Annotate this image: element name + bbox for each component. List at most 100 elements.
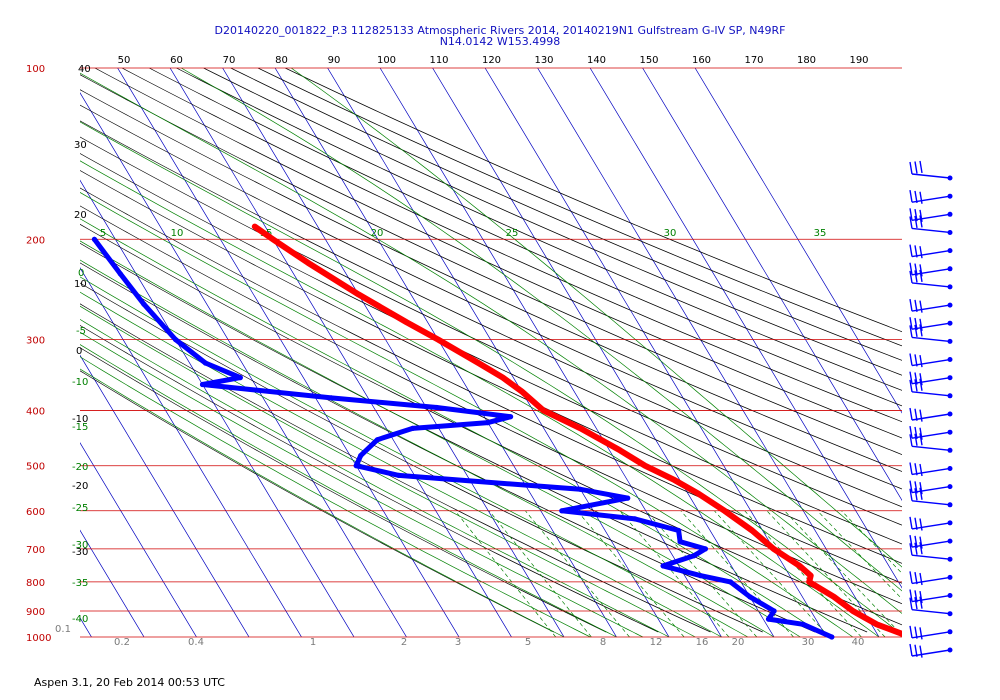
- dry-adiabat-line: [80, 282, 763, 633]
- wind-barb-flag: [919, 191, 923, 204]
- dry-adiabat-line: [80, 370, 555, 633]
- top-axis-tick-label: 150: [639, 55, 658, 66]
- wind-barb-flag: [909, 480, 913, 493]
- dewpoint-profile-line-point: [91, 236, 97, 242]
- mixing-ratio-label: 2: [401, 637, 407, 648]
- dewpoint-profile-line-point: [237, 375, 243, 381]
- wind-barb-staff: [911, 413, 951, 421]
- mixing-ratio-label: 8: [600, 637, 606, 648]
- mixing-ratio-label: 3: [455, 637, 461, 648]
- dewpoint-profile-line-point: [202, 360, 208, 366]
- wind-barb-staff: [911, 377, 951, 385]
- wind-barb-flag: [909, 208, 913, 221]
- dry-adiabat-line: [230, 68, 902, 361]
- moist-adiabat-label: -40: [72, 614, 88, 625]
- isotherm-line: [274, 68, 617, 638]
- temperature-profile-line-point: [672, 477, 678, 483]
- dry-adiabat-line: [80, 187, 902, 584]
- wind-barb-staff: [911, 322, 951, 330]
- wind-barb-flag: [909, 597, 913, 610]
- wind-barb-flag: [909, 571, 913, 584]
- moist-adiabat-top-label: 25: [506, 228, 519, 239]
- moist-adiabat-line: [80, 160, 880, 638]
- wind-barb-flag: [909, 643, 913, 657]
- dewpoint-profile-line-point: [625, 495, 631, 501]
- wind-barb-flag: [909, 325, 913, 338]
- temperature-profile-line-point: [831, 594, 837, 600]
- wind-barb-flag: [914, 542, 918, 555]
- dewpoint-profile-line-point: [727, 579, 734, 585]
- dry-adiabat-line: [80, 104, 902, 490]
- wind-barb-staff: [911, 608, 951, 615]
- mixing-ratio-label: 40: [852, 637, 865, 648]
- wind-barb-flag: [919, 518, 923, 531]
- top-axis-tick-label: 70: [223, 55, 236, 66]
- moist-adiabat-top-label: 10: [171, 228, 184, 239]
- dewpoint-profile-line-point: [676, 527, 682, 534]
- dry-adiabat-line: [80, 223, 902, 626]
- wind-barb-flag: [919, 378, 923, 391]
- wind-barb-flag: [919, 373, 923, 386]
- moist-adiabat-line: [80, 192, 853, 638]
- wind-barb-flag: [919, 487, 923, 500]
- wind-barb-flag: [909, 462, 913, 475]
- wind-barb-flag: [914, 317, 918, 331]
- temperature-profile-line-point: [404, 319, 410, 325]
- wind-barb-station: [947, 593, 953, 598]
- wind-barb-station: [947, 357, 953, 362]
- mixing-ratio-label: 30: [802, 637, 815, 648]
- temperature-profile-line-point: [475, 360, 481, 366]
- wind-barb-flag: [919, 409, 923, 422]
- top-axis-tick-label: 90: [328, 55, 341, 66]
- pressure-tick-label: 400: [26, 407, 45, 418]
- dry-adiabat-line: [285, 68, 902, 333]
- wind-barb-flag: [919, 536, 923, 549]
- pressure-tick-label: 100: [26, 64, 45, 75]
- wind-barb-staff: [911, 391, 951, 397]
- dry-adiabat-line: [80, 242, 868, 633]
- wind-barb-staff: [911, 649, 951, 657]
- dewpoint-profile-line-point: [632, 516, 638, 522]
- wind-barb-flag: [909, 190, 913, 203]
- moist-adiabat-label: -35: [72, 578, 88, 589]
- wind-barb-flag: [919, 269, 923, 282]
- wind-barb-staff: [911, 268, 951, 276]
- wind-barb-station: [947, 611, 953, 617]
- wind-barb-staff: [911, 173, 951, 179]
- wind-barb-flag: [914, 463, 918, 476]
- top-axis-tick-label: 130: [534, 55, 553, 66]
- dewpoint-profile-line-point: [434, 404, 440, 411]
- moist-adiabat-top-label: 20: [371, 228, 384, 239]
- wind-barb-flag: [914, 299, 918, 312]
- wind-barb-station: [947, 230, 953, 235]
- moist-adiabat-line: [80, 240, 801, 638]
- temperature-profile-line-point: [305, 260, 311, 266]
- top-axis-tick-label: 170: [744, 55, 763, 66]
- wind-barb-flag: [919, 246, 923, 259]
- dry-adiabat-line: [94, 68, 902, 439]
- dewpoint-profile-line-point: [141, 301, 147, 307]
- mixing-ratio-label: 0.2: [114, 637, 130, 648]
- dewpoint-profile-line-point: [374, 437, 380, 443]
- wind-barb-staff: [911, 195, 951, 203]
- dry-adiabat-line: [80, 303, 711, 633]
- isotherm-line: [80, 442, 197, 638]
- wind-barb-flag: [909, 589, 913, 602]
- dry-adiabat-line: [80, 205, 902, 605]
- wind-barb-flag: [909, 516, 913, 530]
- dewpoint-profile-line-point: [559, 508, 565, 514]
- dry-adiabat-line: [80, 347, 607, 633]
- wind-barb-flag: [919, 627, 923, 640]
- wind-barb-station: [947, 338, 953, 344]
- isotherm-line: [80, 354, 250, 638]
- dewpoint-profile-line-point: [577, 486, 584, 492]
- dry-adiabat-line: [80, 324, 659, 633]
- dewpoint-profile-line-point: [508, 414, 514, 420]
- temperature-profile-line-point: [771, 546, 777, 552]
- dry-adiabat-label: -20: [72, 481, 88, 492]
- temperature-profile-line-point: [850, 608, 856, 614]
- wind-barb-flag: [919, 209, 923, 223]
- wind-barb-staff: [911, 554, 951, 560]
- isotherm-line: [222, 68, 565, 638]
- wind-barb-staff: [911, 594, 951, 603]
